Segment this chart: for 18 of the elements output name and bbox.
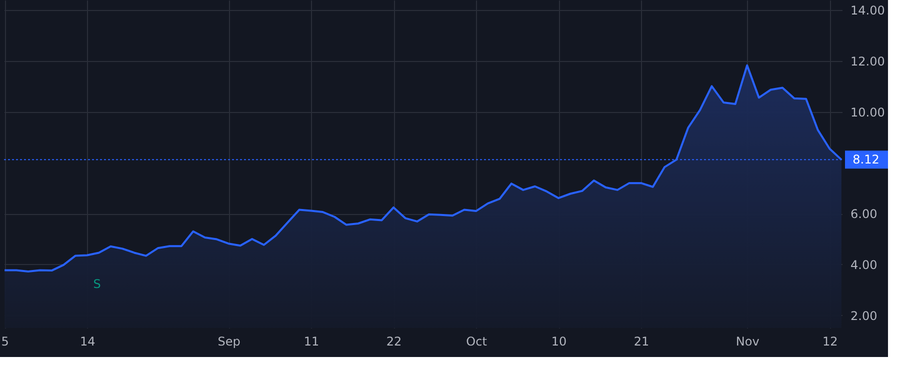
y-tick-label: 2.00	[850, 308, 878, 323]
x-tick-label: 21	[634, 334, 650, 348]
x-tick-label: 14	[80, 334, 96, 348]
x-tick-label: 12	[822, 334, 838, 348]
annotation: S	[93, 277, 101, 291]
x-tick-label: 22	[386, 334, 402, 348]
x-tick-label: 5	[1, 334, 9, 348]
x-tick-label: 11	[304, 334, 320, 348]
x-tick-label: Oct	[466, 334, 488, 348]
ref-line-label: 8.12	[852, 152, 880, 167]
y-tick-label: 10.00	[850, 105, 885, 120]
x-tick-label: Sep	[218, 334, 240, 348]
x-tick-label: Nov	[736, 334, 760, 348]
x-tick-label: 10	[551, 334, 567, 348]
y-tick-label: 14.00	[850, 4, 885, 18]
y-tick-label: 4.00	[850, 258, 878, 272]
y-tick-label: 6.00	[850, 207, 878, 222]
y-tick-label: 12.00	[850, 54, 885, 69]
